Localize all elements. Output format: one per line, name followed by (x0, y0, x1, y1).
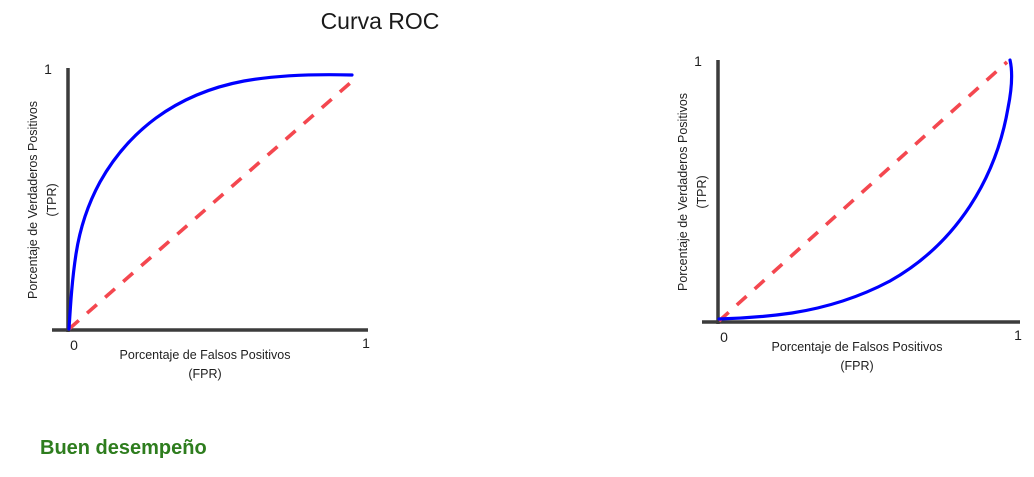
panel-good-performance: 1 0 1 Porcentaje de Falsos Positivos (FP… (0, 0, 500, 477)
y-axis-tick-max: 1 (44, 61, 52, 77)
x-axis-tick-max: 1 (1014, 327, 1022, 343)
caption-good-performance: Buen desempeño (40, 437, 207, 459)
panel-bad-performance: 1 0 1 Porcentaje de Falsos Positivos (FP… (524, 0, 1024, 477)
y-axis-label-line2: (TPR) (45, 183, 59, 216)
roc-curve-bad (717, 58, 1014, 321)
page-title: Curva ROC (320, 8, 440, 34)
chance-diagonal-line (717, 60, 1009, 323)
x-axis-label-line2: (FPR) (840, 359, 873, 373)
x-axis-tick-min: 0 (70, 337, 78, 353)
chance-diagonal-line (67, 75, 359, 331)
roc-curve-good (67, 73, 354, 331)
y-axis-tick-max: 1 (694, 53, 702, 69)
y-axis-label-line1: Porcentaje de Verdaderos Positivos (26, 101, 40, 299)
roc-plot-bad: 1 0 1 Porcentaje de Falsos Positivos (FP… (676, 53, 1022, 373)
roc-plot-good: 1 0 1 Porcentaje de Falsos Positivos (FP… (26, 61, 370, 381)
x-axis-label-line2: (FPR) (188, 367, 221, 381)
x-axis-tick-min: 0 (720, 329, 728, 345)
x-axis-label-line1: Porcentaje de Falsos Positivos (772, 340, 943, 354)
y-axis-label-line2: (TPR) (695, 175, 709, 208)
x-axis-tick-max: 1 (362, 335, 370, 351)
y-axis-label-line1: Porcentaje de Verdaderos Positivos (676, 93, 690, 291)
x-axis-label-line1: Porcentaje de Falsos Positivos (120, 348, 291, 362)
